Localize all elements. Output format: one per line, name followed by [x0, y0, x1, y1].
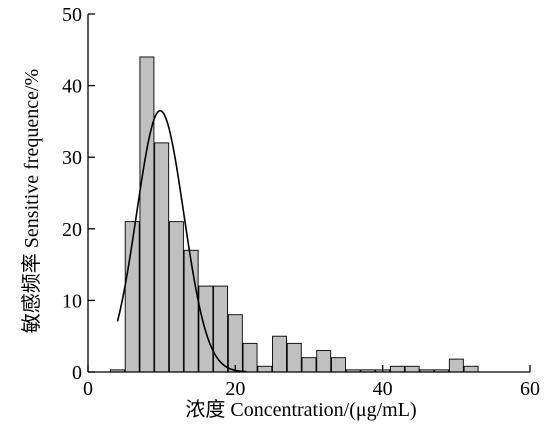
histogram-bar [301, 357, 317, 373]
y-tick-label: 10 [62, 290, 82, 312]
histogram-bar [448, 358, 464, 373]
y-tick-label: 50 [62, 4, 82, 26]
x-tick-label: 0 [83, 378, 93, 400]
histogram-bar [286, 342, 302, 373]
x-tick-label: 40 [373, 378, 393, 400]
y-tick-label: 0 [72, 362, 82, 384]
histogram-bar [272, 335, 287, 373]
histogram-bar [139, 56, 155, 373]
histogram-bar [389, 365, 405, 373]
histogram-bar [242, 342, 258, 373]
histogram-bar [198, 285, 214, 373]
histogram-bar [316, 350, 332, 373]
y-tick-label: 30 [62, 147, 82, 169]
x-ticks: 0 20 40 60 [83, 365, 540, 400]
x-axis-title: 浓度 Concentration/(μg/mL) [185, 398, 416, 421]
bars-group [110, 56, 479, 373]
histogram-bar [331, 357, 346, 373]
x-tick-label: 60 [520, 378, 540, 400]
normal-fit-curve [116, 109, 247, 373]
histogram-bar [154, 142, 170, 373]
x-tick-label: 20 [225, 378, 245, 400]
y-tick-label: 20 [62, 219, 82, 241]
histogram-bar [213, 285, 229, 373]
histogram-bar [404, 365, 420, 373]
histogram-bar [463, 365, 479, 373]
histogram-bar [183, 249, 199, 373]
histogram-bar [227, 314, 243, 373]
y-tick-label: 40 [62, 76, 82, 98]
axes: 0 20 40 60 0 10 20 30 40 50 [62, 4, 540, 400]
histogram-bar [257, 365, 273, 373]
y-axis-title: 敏感频率 Sensitive frequence/% [20, 69, 43, 333]
histogram-bar [168, 221, 184, 373]
y-ticks: 0 10 20 30 40 50 [62, 4, 95, 384]
